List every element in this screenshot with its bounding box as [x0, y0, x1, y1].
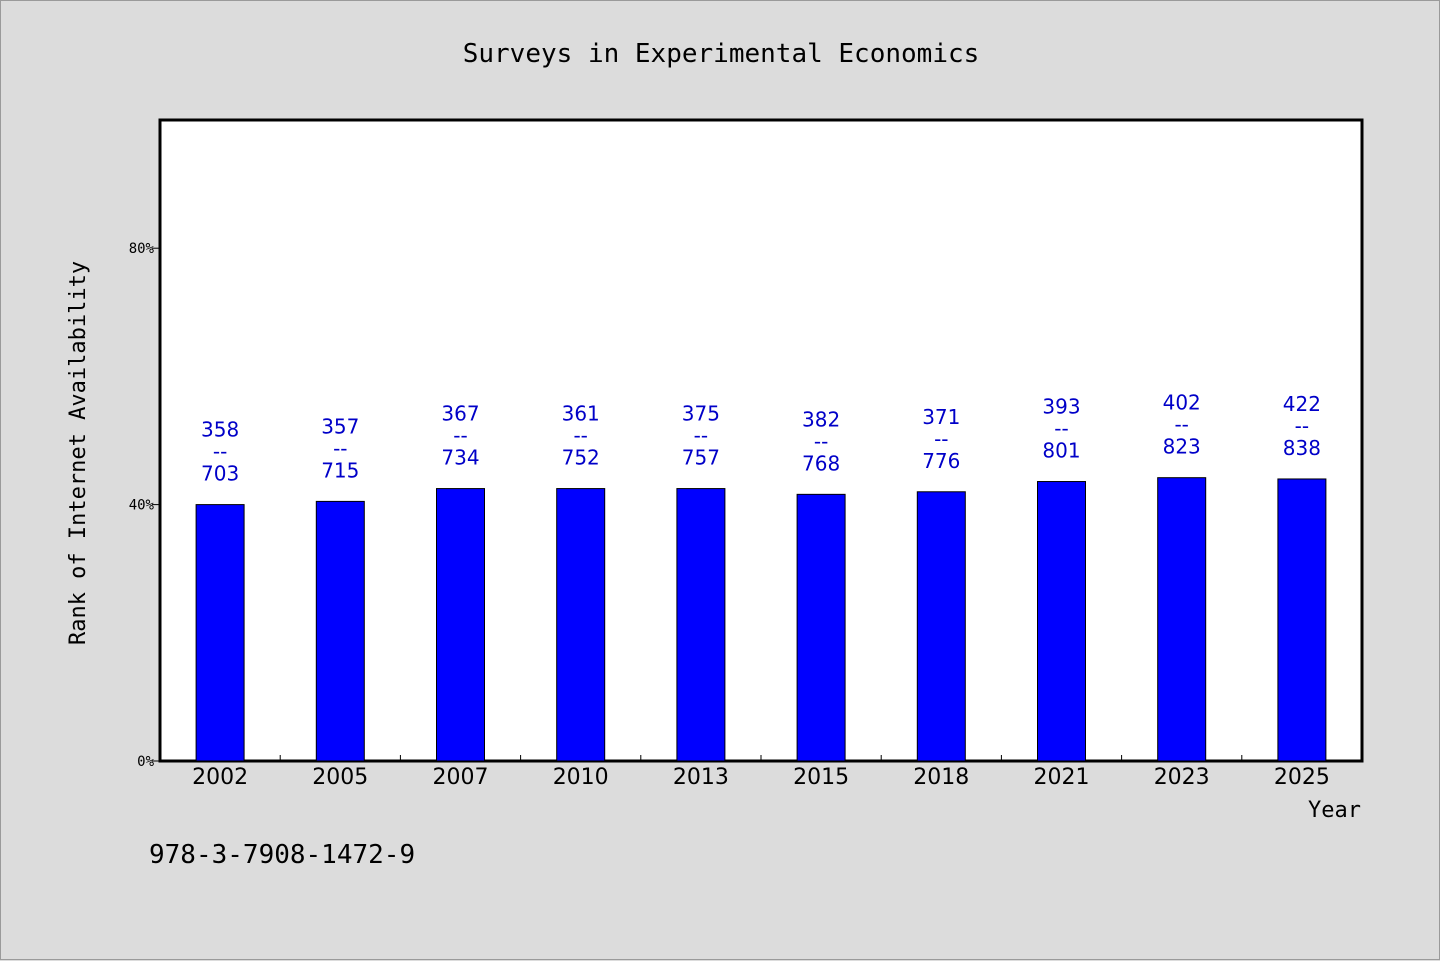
- bar-2007: [436, 488, 485, 762]
- bar-2023: [1157, 477, 1207, 762]
- bar-2018: [916, 491, 966, 762]
- x-axis-label: Year: [1308, 798, 1361, 823]
- bar-2025: [1277, 478, 1327, 762]
- data-label-top: 361: [562, 402, 600, 426]
- data-label-bottom: 734: [441, 446, 479, 470]
- data-label-top: 371: [922, 405, 960, 429]
- data-label-separator: --: [1295, 414, 1309, 438]
- data-label-top: 382: [802, 407, 840, 431]
- y-tick-label: 80%: [129, 241, 155, 257]
- bar-2015: [796, 493, 846, 762]
- bar-2002: [195, 504, 245, 762]
- data-label-top: 375: [682, 402, 720, 426]
- data-label-separator: --: [453, 424, 467, 448]
- x-tick-label: 2005: [312, 765, 368, 790]
- data-label-top: 358: [201, 418, 239, 442]
- data-label-separator: --: [1054, 417, 1068, 441]
- data-label-separator: --: [814, 429, 828, 453]
- x-tick-label: 2025: [1274, 765, 1330, 790]
- data-labels: 358--703357--715367--734361--752375--757…: [201, 391, 1321, 486]
- x-tick-label: 2013: [673, 765, 729, 790]
- data-label-bottom: 752: [562, 446, 600, 470]
- data-label-bottom: 715: [321, 458, 359, 482]
- data-label-top: 393: [1042, 395, 1080, 419]
- data-label-separator: --: [213, 440, 227, 464]
- data-label-separator: --: [694, 424, 708, 448]
- x-tick-label: 2018: [913, 765, 969, 790]
- y-axis-label: Rank of Internet Availability: [66, 261, 91, 645]
- bar-2005: [315, 500, 365, 762]
- x-tick-label: 2015: [793, 765, 849, 790]
- bar-2010: [556, 488, 606, 762]
- chart-title: Surveys in Experimental Economics: [463, 39, 980, 69]
- data-label-bottom: 703: [201, 462, 239, 486]
- y-tick-label: 0%: [137, 754, 154, 770]
- x-tick-label: 2007: [433, 765, 489, 790]
- y-axis-ticks: 0% 40% 80%: [129, 241, 160, 770]
- isbn-text: 978-3-7908-1472-9: [149, 840, 415, 870]
- bar-2013: [676, 488, 726, 762]
- y-tick-label: 40%: [129, 498, 155, 514]
- data-label-bottom: 768: [802, 451, 840, 475]
- bar-2021: [1037, 481, 1086, 762]
- data-label-top: 357: [321, 414, 359, 438]
- x-tick-label: 2021: [1034, 765, 1090, 790]
- data-label-separator: --: [1174, 413, 1188, 437]
- data-label-bottom: 823: [1163, 435, 1201, 459]
- data-label-bottom: 757: [682, 446, 720, 470]
- data-label-top: 402: [1163, 391, 1201, 415]
- data-label-separator: --: [934, 427, 948, 451]
- data-label-top: 422: [1283, 392, 1321, 416]
- x-axis-ticks: 2002 2005 2007 2010 2013 2015 2018 2021 2023 2025: [192, 755, 1330, 790]
- data-label-separator: --: [333, 436, 347, 460]
- data-label-bottom: 801: [1042, 439, 1080, 463]
- bars: [195, 477, 1327, 762]
- data-label-bottom: 776: [922, 449, 960, 473]
- data-label-bottom: 838: [1283, 436, 1321, 460]
- x-tick-label: 2010: [553, 765, 609, 790]
- data-label-separator: --: [573, 424, 587, 448]
- x-tick-label: 2002: [192, 765, 248, 790]
- data-label-top: 367: [441, 402, 479, 426]
- x-tick-label: 2023: [1154, 765, 1210, 790]
